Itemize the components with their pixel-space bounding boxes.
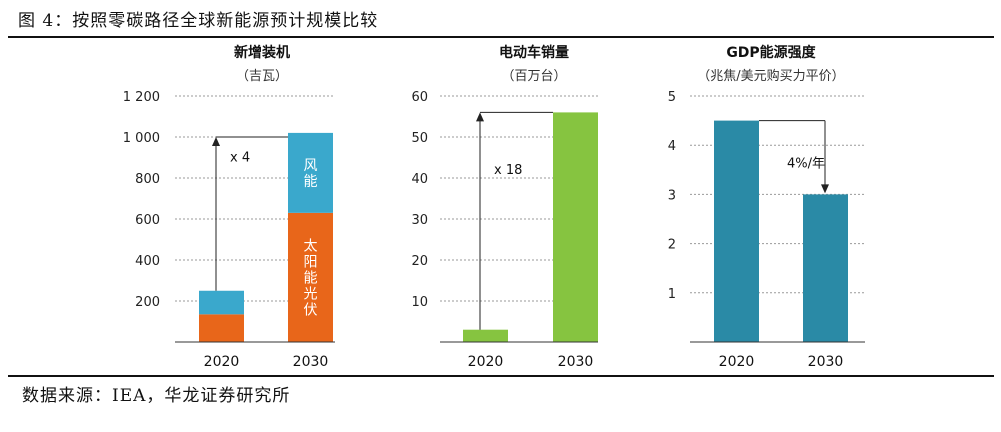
y-tick-label: 1 000 xyxy=(123,131,160,146)
bar-series1-2030 xyxy=(288,132,333,213)
bottom-rule xyxy=(8,375,994,377)
chart-title: 新增装机 xyxy=(234,44,290,61)
y-tick-label: 10 xyxy=(411,295,428,310)
y-tick-label: 3 xyxy=(668,188,676,203)
bar-value-2020 xyxy=(463,329,508,342)
x-tick-label: 2020 xyxy=(719,354,755,370)
y-tick-label: 1 xyxy=(668,287,676,302)
growth-arrowhead xyxy=(212,137,220,146)
y-tick-label: 4 xyxy=(668,139,676,154)
bar-value-2020 xyxy=(714,120,759,342)
x-tick-label: 2020 xyxy=(468,354,504,370)
chart-title: 电动车销量 xyxy=(499,44,569,61)
series-label-0: 太阳能光伏 xyxy=(304,238,318,318)
bar-value-2030 xyxy=(553,112,598,343)
y-tick-label: 2 xyxy=(668,238,676,253)
x-tick-label: 2030 xyxy=(293,354,329,370)
chart-title: GDP能源强度 xyxy=(726,44,816,61)
chart-subtitle: （兆焦/美元购买力平价） xyxy=(697,68,844,84)
y-tick-label: 60 xyxy=(411,90,428,105)
decline-arrowhead xyxy=(821,184,829,194)
x-tick-label: 2020 xyxy=(204,354,240,370)
bar-series1-2020 xyxy=(199,290,244,315)
chart-subtitle: （百万台） xyxy=(501,69,566,84)
growth-arrowhead xyxy=(476,112,484,122)
bar-series0-2020 xyxy=(199,314,244,342)
x-tick-label: 2030 xyxy=(558,354,594,370)
growth-annotation: x 4 xyxy=(230,151,250,166)
growth-annotation: x 18 xyxy=(494,163,522,178)
bar-value-2030 xyxy=(803,194,848,342)
x-tick-label: 2030 xyxy=(808,354,844,370)
series-label-1: 风能 xyxy=(304,158,318,190)
chart-subtitle: （吉瓦） xyxy=(236,69,288,84)
y-tick-label: 20 xyxy=(411,254,428,269)
y-tick-label: 400 xyxy=(135,254,160,269)
y-tick-label: 800 xyxy=(135,172,160,187)
y-tick-label: 40 xyxy=(411,172,428,187)
y-tick-label: 600 xyxy=(135,213,160,228)
y-tick-label: 1 200 xyxy=(123,90,160,105)
figure-title: 图 4：按照零碳路径全球新能源预计规模比较 xyxy=(18,11,379,31)
y-tick-label: 30 xyxy=(411,213,428,228)
bar-series0-2030 xyxy=(288,212,333,342)
y-tick-label: 5 xyxy=(668,90,676,105)
y-tick-label: 50 xyxy=(411,131,428,146)
y-tick-label: 200 xyxy=(135,295,160,310)
top-rule xyxy=(8,36,994,38)
figure-source: 数据来源：IEA，华龙证券研究所 xyxy=(22,386,291,406)
decline-annotation: 4%/年 xyxy=(787,156,825,171)
